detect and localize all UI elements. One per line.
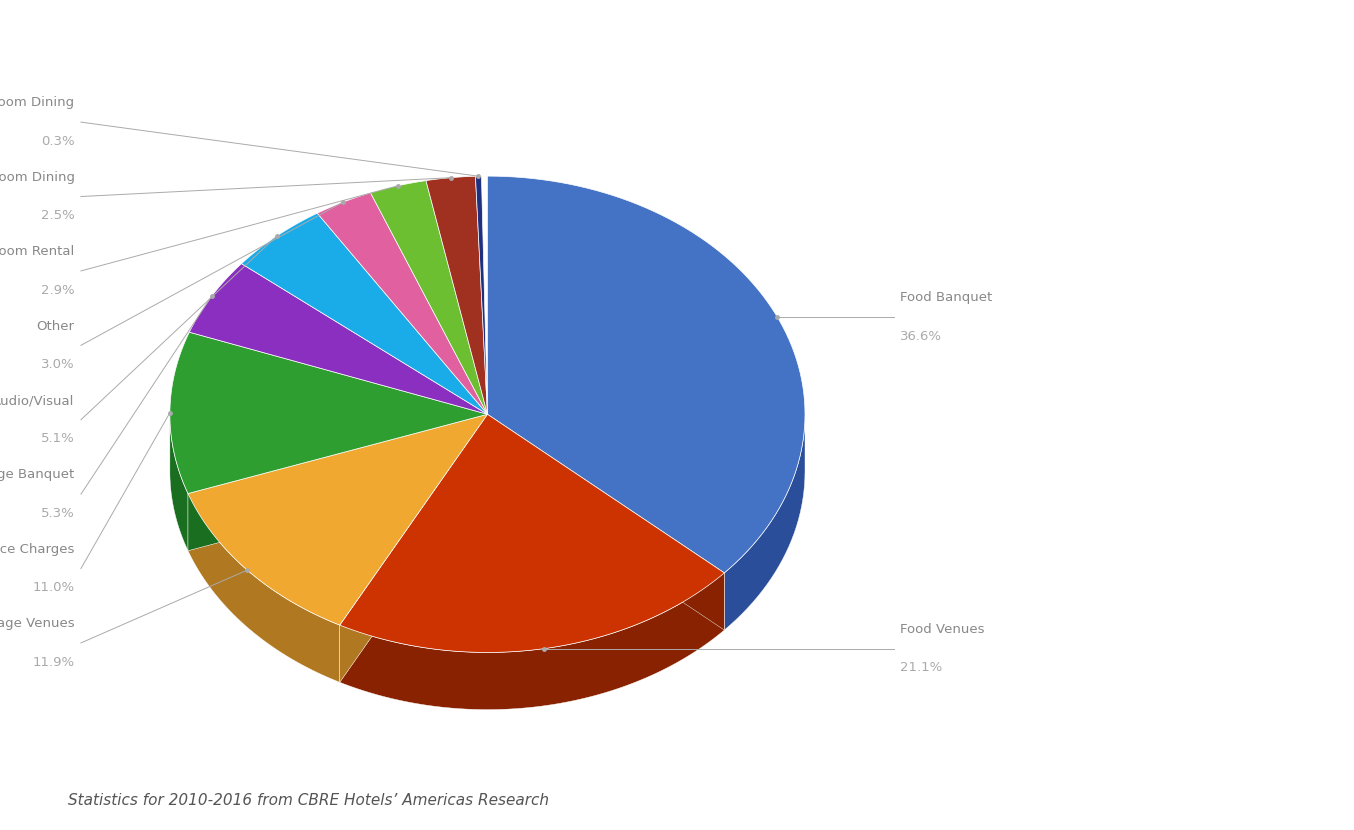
Polygon shape <box>487 176 806 573</box>
Text: 11.0%: 11.0% <box>32 581 74 594</box>
Text: Statistics for 2010-2016 from CBRE Hotels’ Americas Research: Statistics for 2010-2016 from CBRE Hotel… <box>68 793 548 808</box>
Text: 21.1%: 21.1% <box>900 662 942 674</box>
Text: Baverage Banquet: Baverage Banquet <box>0 468 74 481</box>
Text: 36.6%: 36.6% <box>900 330 942 343</box>
Text: 2.5%: 2.5% <box>41 209 74 222</box>
Text: Other: Other <box>37 320 74 333</box>
Text: Beverage In-Room Dining: Beverage In-Room Dining <box>0 96 74 110</box>
Polygon shape <box>724 414 806 630</box>
Text: Food In-Room Dining: Food In-Room Dining <box>0 171 74 183</box>
Polygon shape <box>169 332 487 494</box>
Polygon shape <box>169 416 188 551</box>
Text: 5.3%: 5.3% <box>41 507 74 520</box>
Polygon shape <box>188 414 487 551</box>
Polygon shape <box>340 573 724 710</box>
Polygon shape <box>188 414 487 551</box>
Text: Food Banquet: Food Banquet <box>900 291 992 305</box>
Text: 11.9%: 11.9% <box>32 656 74 669</box>
Polygon shape <box>487 414 724 630</box>
Polygon shape <box>188 414 487 625</box>
Text: 5.1%: 5.1% <box>41 432 74 446</box>
Polygon shape <box>371 181 487 414</box>
Text: Service Charges: Service Charges <box>0 543 74 556</box>
Polygon shape <box>475 176 487 414</box>
Polygon shape <box>188 494 340 682</box>
Text: Beverage Venues: Beverage Venues <box>0 618 74 630</box>
Polygon shape <box>241 213 487 414</box>
Text: 2.9%: 2.9% <box>41 284 74 296</box>
Text: Function Room Rental: Function Room Rental <box>0 245 74 258</box>
Text: Food Venues: Food Venues <box>900 623 984 636</box>
Polygon shape <box>340 414 487 682</box>
Polygon shape <box>340 414 724 652</box>
Polygon shape <box>427 176 487 414</box>
Text: Audio/Visual: Audio/Visual <box>0 394 74 407</box>
Text: 0.3%: 0.3% <box>41 134 74 148</box>
Polygon shape <box>317 193 487 414</box>
Text: 3.0%: 3.0% <box>41 358 74 371</box>
Polygon shape <box>340 414 487 682</box>
Polygon shape <box>487 414 724 630</box>
Polygon shape <box>190 264 487 414</box>
